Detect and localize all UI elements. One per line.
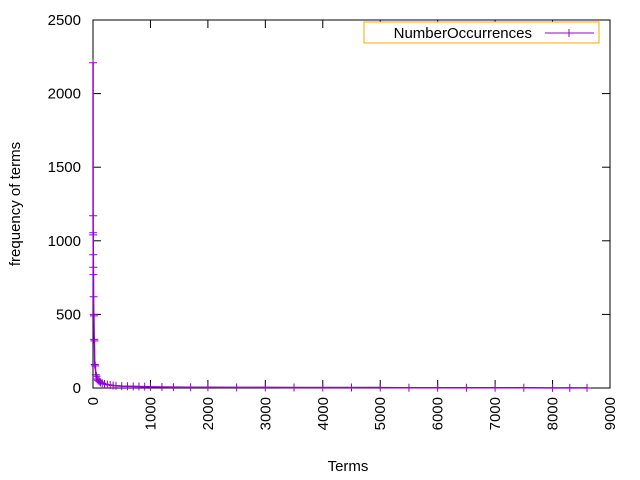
x-tick-label: 9000 [602, 397, 619, 430]
data-point [232, 383, 241, 392]
data-point [89, 263, 98, 272]
data-point [462, 383, 471, 392]
series-line [92, 62, 588, 389]
y-tick-label: 1000 [48, 233, 81, 250]
data-point [565, 383, 574, 392]
data-point [376, 383, 385, 392]
y-axis: 0 500 1000 1500 2000 2500 [48, 12, 610, 397]
legend-box [363, 21, 600, 44]
x-tick-label: 8000 [545, 397, 562, 430]
data-point [157, 382, 166, 391]
x-axis-label: Terms [328, 458, 369, 475]
x-tick-label: 2000 [200, 397, 217, 430]
x-tick-label: 0 [85, 397, 102, 405]
data-point [90, 360, 99, 369]
data-point [548, 383, 557, 392]
x-tick-label: 4000 [315, 397, 332, 430]
y-tick-label: 1500 [48, 159, 81, 176]
data-point [519, 383, 528, 392]
x-tick-label: 7000 [487, 397, 504, 430]
data-point [89, 211, 98, 220]
data-point [89, 250, 98, 259]
y-tick-label: 2000 [48, 86, 81, 103]
data-point [89, 270, 98, 279]
data-point [90, 336, 99, 345]
legend-label: NumberOccurrences [394, 25, 532, 42]
y-tick-label: 2500 [48, 12, 81, 29]
data-point [89, 58, 98, 67]
data-point [583, 383, 592, 392]
data-point [347, 383, 356, 392]
x-tick-label: 6000 [430, 397, 447, 430]
data-point [491, 383, 500, 392]
data-point [91, 361, 100, 370]
data-point [146, 382, 155, 391]
legend: NumberOccurrences [363, 21, 600, 44]
y-tick-label: 500 [56, 306, 81, 323]
data-point [318, 383, 327, 392]
x-tick-label: 3000 [257, 397, 274, 430]
data-point [169, 383, 178, 392]
x-tick-label: 5000 [372, 397, 389, 430]
plot-frame [92, 19, 611, 389]
data-point [89, 311, 98, 320]
y-axis-label: frequency of terms [7, 142, 24, 266]
data-point [433, 383, 442, 392]
data-point [404, 383, 413, 392]
data-point [186, 383, 195, 392]
data-point [89, 292, 98, 301]
series-layer [89, 58, 592, 392]
data-point [96, 378, 105, 387]
data-point [290, 383, 299, 392]
data-point [91, 370, 100, 379]
data-point [261, 383, 270, 392]
x-axis: 0 1000 2000 3000 4000 5000 6000 7000 8000 9000 [85, 20, 619, 430]
data-point [203, 383, 212, 392]
x-tick-label: 1000 [142, 397, 159, 430]
data-point [89, 230, 98, 239]
y-tick-label: 0 [73, 380, 81, 397]
